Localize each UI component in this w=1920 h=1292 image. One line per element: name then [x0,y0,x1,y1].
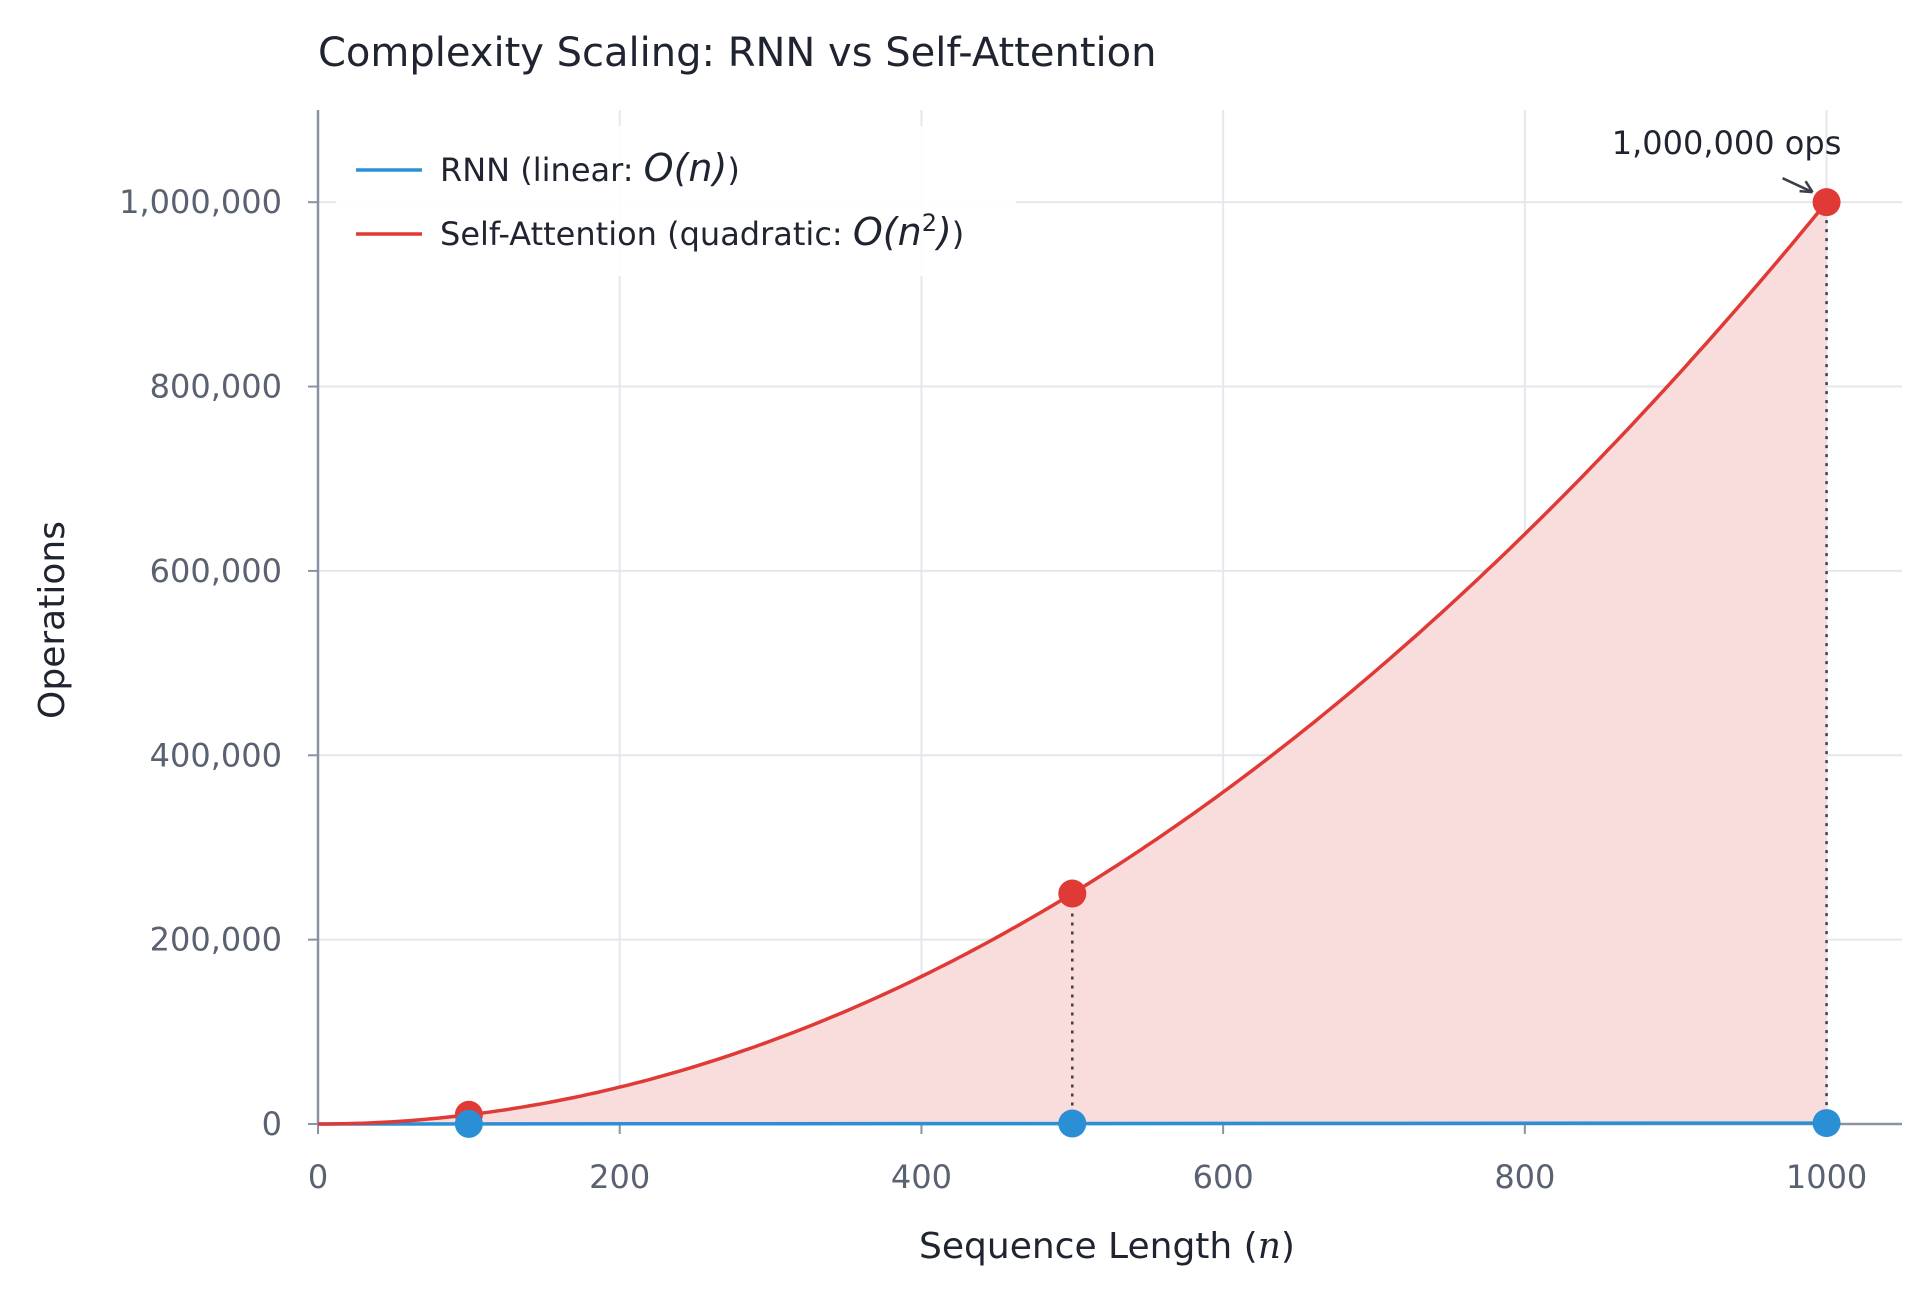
annotation-label: 1,000,000 ops [1612,124,1842,162]
series-markers [454,188,1841,1138]
self-attention-marker [1058,879,1087,908]
x-tick-label: 800 [1494,1158,1555,1196]
x-tick-label: 400 [891,1158,952,1196]
legend-box [336,126,1016,276]
tick-labels: 0 200 400 600 800 1000 0 200,000 400,000 600,000 8… [119,183,1867,1196]
x-tick-label: 600 [1193,1158,1254,1196]
rnn-marker [1058,1109,1087,1138]
annotation-arrow [1782,177,1814,194]
y-tick-label: 200,000 [150,921,282,959]
fill-layer [318,202,1827,1124]
x-tick-label: 200 [589,1158,650,1196]
annotations: 1,000,000 ops [1612,124,1842,194]
quadratic-area-fill [318,202,1827,1124]
rnn-marker [1812,1109,1841,1138]
y-tick-label: 800,000 [150,368,282,406]
legend: RNN (linear: O(n)) Self-Attention (quadra… [336,126,1016,276]
y-tick-label: 400,000 [150,736,282,774]
legend-label-rnn: RNN (linear: O(n)) [440,146,740,190]
y-tick-label: 600,000 [150,552,282,590]
dotted-lines [1071,202,1828,1124]
rnn-marker [454,1109,483,1138]
y-axis-label: Operations [32,521,73,719]
y-tick-label: 0 [262,1105,282,1143]
self-attention-marker [1812,188,1841,217]
chart-title: Complexity Scaling: RNN vs Self-Attentio… [318,30,1156,76]
x-axis-label: Sequence Length (n) [919,1226,1295,1267]
y-tick-label: 1,000,000 [119,183,282,221]
annotation-arrowhead [1799,180,1814,194]
legend-label-self-attention: Self-Attention (quadratic: O(n2)) [440,209,964,254]
x-tick-label: 0 [308,1158,328,1196]
x-tick-label: 1000 [1786,1158,1867,1196]
